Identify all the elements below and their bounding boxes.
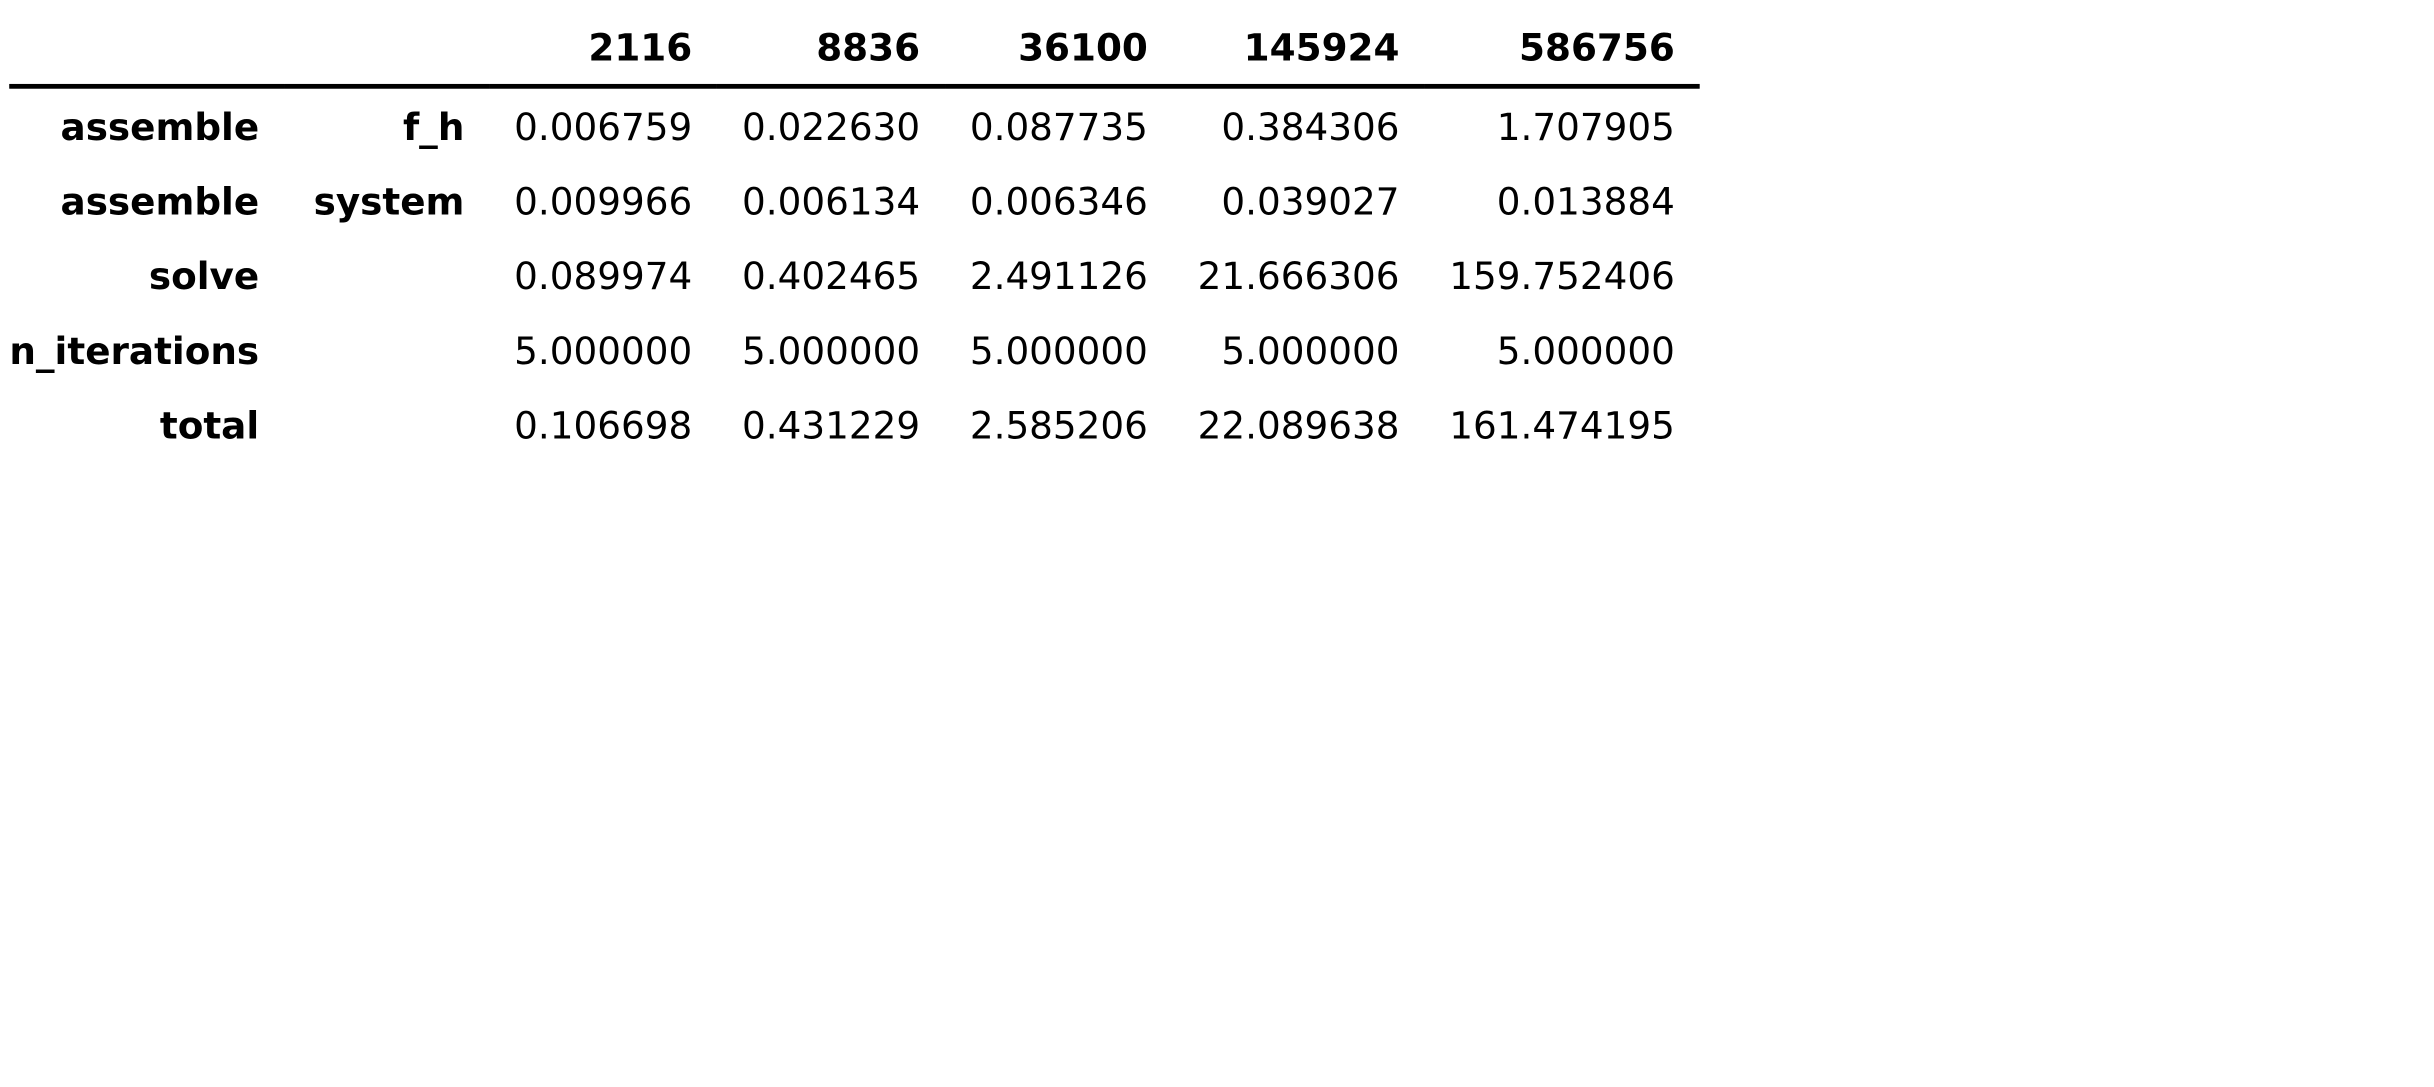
row-index-level0: assemble [60,105,260,150]
index-header-level1 [284,10,490,89]
table-header: 2116 8836 36100 145924 586756 [9,10,1700,89]
column-header: 36100 [944,10,1173,89]
table-cell: 159.752406 [1449,255,1675,299]
row-index-level0: total [159,404,260,448]
table-cell: 0.022630 [742,105,921,150]
table-cell: 0.106698 [514,404,693,448]
header-row: 2116 8836 36100 145924 586756 [9,10,1700,89]
table-cell: 0.006134 [742,180,921,224]
table-cell: 0.384306 [1221,105,1400,150]
row-index-level1: f_h [402,105,465,150]
index-header-level0 [9,10,285,89]
table-cell: 2.491126 [969,255,1148,299]
table-cell: 22.089638 [1197,404,1400,448]
table-cell: 0.006346 [969,180,1148,224]
table-cell: 5.000000 [1496,329,1675,374]
column-header: 2116 [489,10,718,89]
table-cell: 0.013884 [1496,180,1675,224]
table-cell: 0.006759 [514,105,693,150]
table-cell: 5.000000 [514,329,693,374]
column-header: 145924 [1172,10,1425,89]
table-cell: 5.000000 [969,329,1148,374]
row-index-level0: solve [148,255,260,299]
table-cell: 1.707905 [1496,105,1675,150]
table-cell: 0.009966 [514,180,693,224]
row-index-level1: system [313,180,465,224]
table-row: assemble f_h 0.006759 0.022630 0.087735 … [9,86,1699,165]
table-cell: 0.039027 [1221,180,1400,224]
table-cell: 5.000000 [1221,329,1400,374]
table-row: n_iterations 5.000000 5.000000 5.000000 … [9,314,1699,389]
table-cell: 0.431229 [742,404,921,448]
table-cell: 161.474195 [1449,404,1675,448]
column-header: 8836 [717,10,945,89]
table-row: total 0.106698 0.431229 2.585206 22.0896… [9,389,1699,464]
row-index-level1 [284,389,489,464]
table-cell: 0.087735 [969,105,1148,150]
row-index-level0: n_iterations [9,329,260,374]
table-cell: 5.000000 [742,329,921,374]
table-cell: 0.402465 [742,255,921,299]
table-cell: 21.666306 [1197,255,1400,299]
timing-table: 2116 8836 36100 145924 586756 assemble f… [9,10,1700,464]
row-index-level0: assemble [60,180,260,224]
table-body: assemble f_h 0.006759 0.022630 0.087735 … [9,86,1699,463]
row-index-level1 [284,239,489,314]
row-index-level1 [284,314,489,389]
table-cell: 0.089974 [514,255,693,299]
table-row: assemble system 0.009966 0.006134 0.0063… [9,165,1699,240]
table-cell: 2.585206 [969,404,1148,448]
table-row: solve 0.089974 0.402465 2.491126 21.6663… [9,239,1699,314]
column-header: 586756 [1424,10,1700,89]
